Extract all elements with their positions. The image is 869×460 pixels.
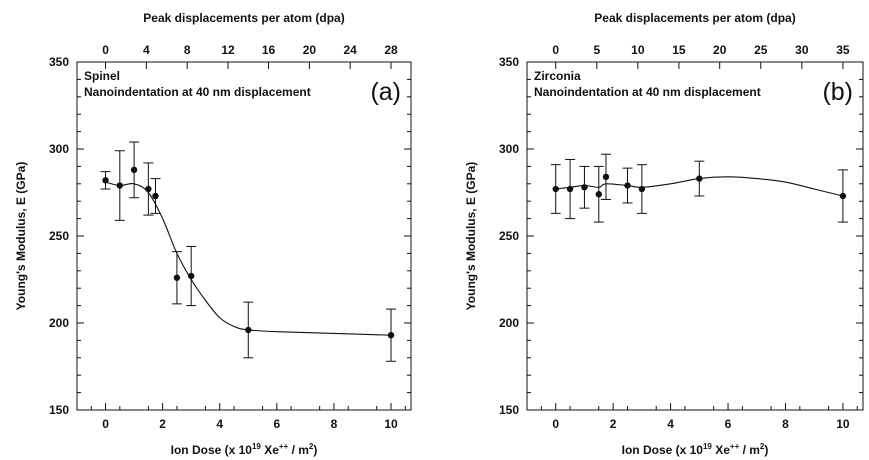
top-tick-label: 16	[262, 43, 276, 57]
y-tick-label: 350	[499, 55, 519, 69]
x-tick-label: 4	[667, 417, 674, 431]
top-tick-label: 4	[143, 43, 150, 57]
y-tick-label: 200	[49, 316, 69, 330]
data-point	[638, 185, 646, 193]
x-tick-label: 6	[725, 417, 732, 431]
top-axis-title: Peak displacements per atom (dpa)	[594, 11, 795, 25]
top-tick-label: 12	[221, 43, 235, 57]
top-tick-label: 20	[303, 43, 317, 57]
x-axis-title: Ion Dose (x 1019 Xe++ / m2)	[622, 442, 769, 457]
panel-b: 150 200 250 300 350 0 2 4 6 8 10 0 5 10 15 20 25 30 35 Peak…	[464, 11, 864, 457]
plot-frame	[526, 61, 864, 411]
method-label: Nanoindentation at 40 nm displacement	[84, 85, 311, 99]
x-tick-label: 0	[102, 417, 109, 431]
data-point	[839, 192, 847, 200]
material-label: Zirconia	[534, 69, 581, 83]
data-point	[566, 185, 574, 193]
data-point	[602, 173, 610, 181]
data-point	[145, 185, 152, 193]
data-point	[595, 191, 602, 198]
data-point	[187, 272, 195, 280]
data-point	[581, 184, 588, 191]
material-label: Spinel	[84, 69, 120, 83]
x-tick-label: 10	[836, 417, 850, 431]
y-axis-title: Young's Modulus, E (GPa)	[14, 162, 28, 311]
top-tick-label: 0	[102, 43, 109, 57]
top-tick-label: 15	[672, 43, 686, 57]
x-tick-label: 2	[159, 417, 166, 431]
x-tick-label: 10	[384, 417, 398, 431]
top-tick-label: 25	[754, 43, 768, 57]
x-tick-label: 6	[273, 417, 280, 431]
data-point	[173, 274, 181, 281]
top-tick-label: 35	[836, 43, 850, 57]
y-axis-title: Young's Modulus, E (GPa)	[464, 162, 478, 311]
top-tick-label: 30	[795, 43, 809, 57]
y-tick-label: 350	[49, 55, 69, 69]
top-axis-title: Peak displacements per atom (dpa)	[143, 11, 344, 25]
top-tick-label: 5	[593, 43, 600, 57]
y-tick-label: 150	[499, 403, 519, 417]
top-tick-label: 24	[344, 43, 358, 57]
x-tick-label: 0	[552, 417, 559, 431]
y-tick-label: 300	[499, 142, 519, 156]
y-tick-label: 150	[49, 403, 69, 417]
x-tick-label: 8	[331, 417, 338, 431]
panel-letter: (b)	[822, 78, 853, 106]
top-tick-label: 10	[631, 43, 645, 57]
method-label: Nanoindentation at 40 nm displacement	[534, 85, 761, 99]
fit-curve	[105, 181, 392, 336]
panel-letter: (a)	[370, 78, 401, 106]
data-point	[152, 192, 159, 200]
top-tick-label: 20	[713, 43, 727, 57]
y-tick-label: 200	[499, 316, 519, 330]
top-tick-label: 0	[552, 43, 559, 57]
data-point	[130, 166, 138, 174]
data-point	[624, 182, 631, 189]
data-point	[552, 185, 559, 193]
data-point	[387, 331, 395, 339]
x-tick-label: 8	[782, 417, 789, 431]
y-tick-label: 300	[49, 142, 69, 156]
data-point	[102, 177, 109, 184]
top-tick-label: 8	[184, 43, 191, 57]
top-tick-label: 28	[384, 43, 398, 57]
data-point	[696, 175, 703, 182]
x-tick-label: 2	[610, 417, 617, 431]
x-tick-label: 4	[216, 417, 223, 431]
data-point	[116, 182, 124, 189]
data-point	[245, 326, 252, 334]
y-tick-label: 250	[499, 229, 519, 243]
y-tick-label: 250	[49, 229, 69, 243]
x-axis-title: Ion Dose (x 1019 Xe++ / m2)	[171, 442, 318, 457]
